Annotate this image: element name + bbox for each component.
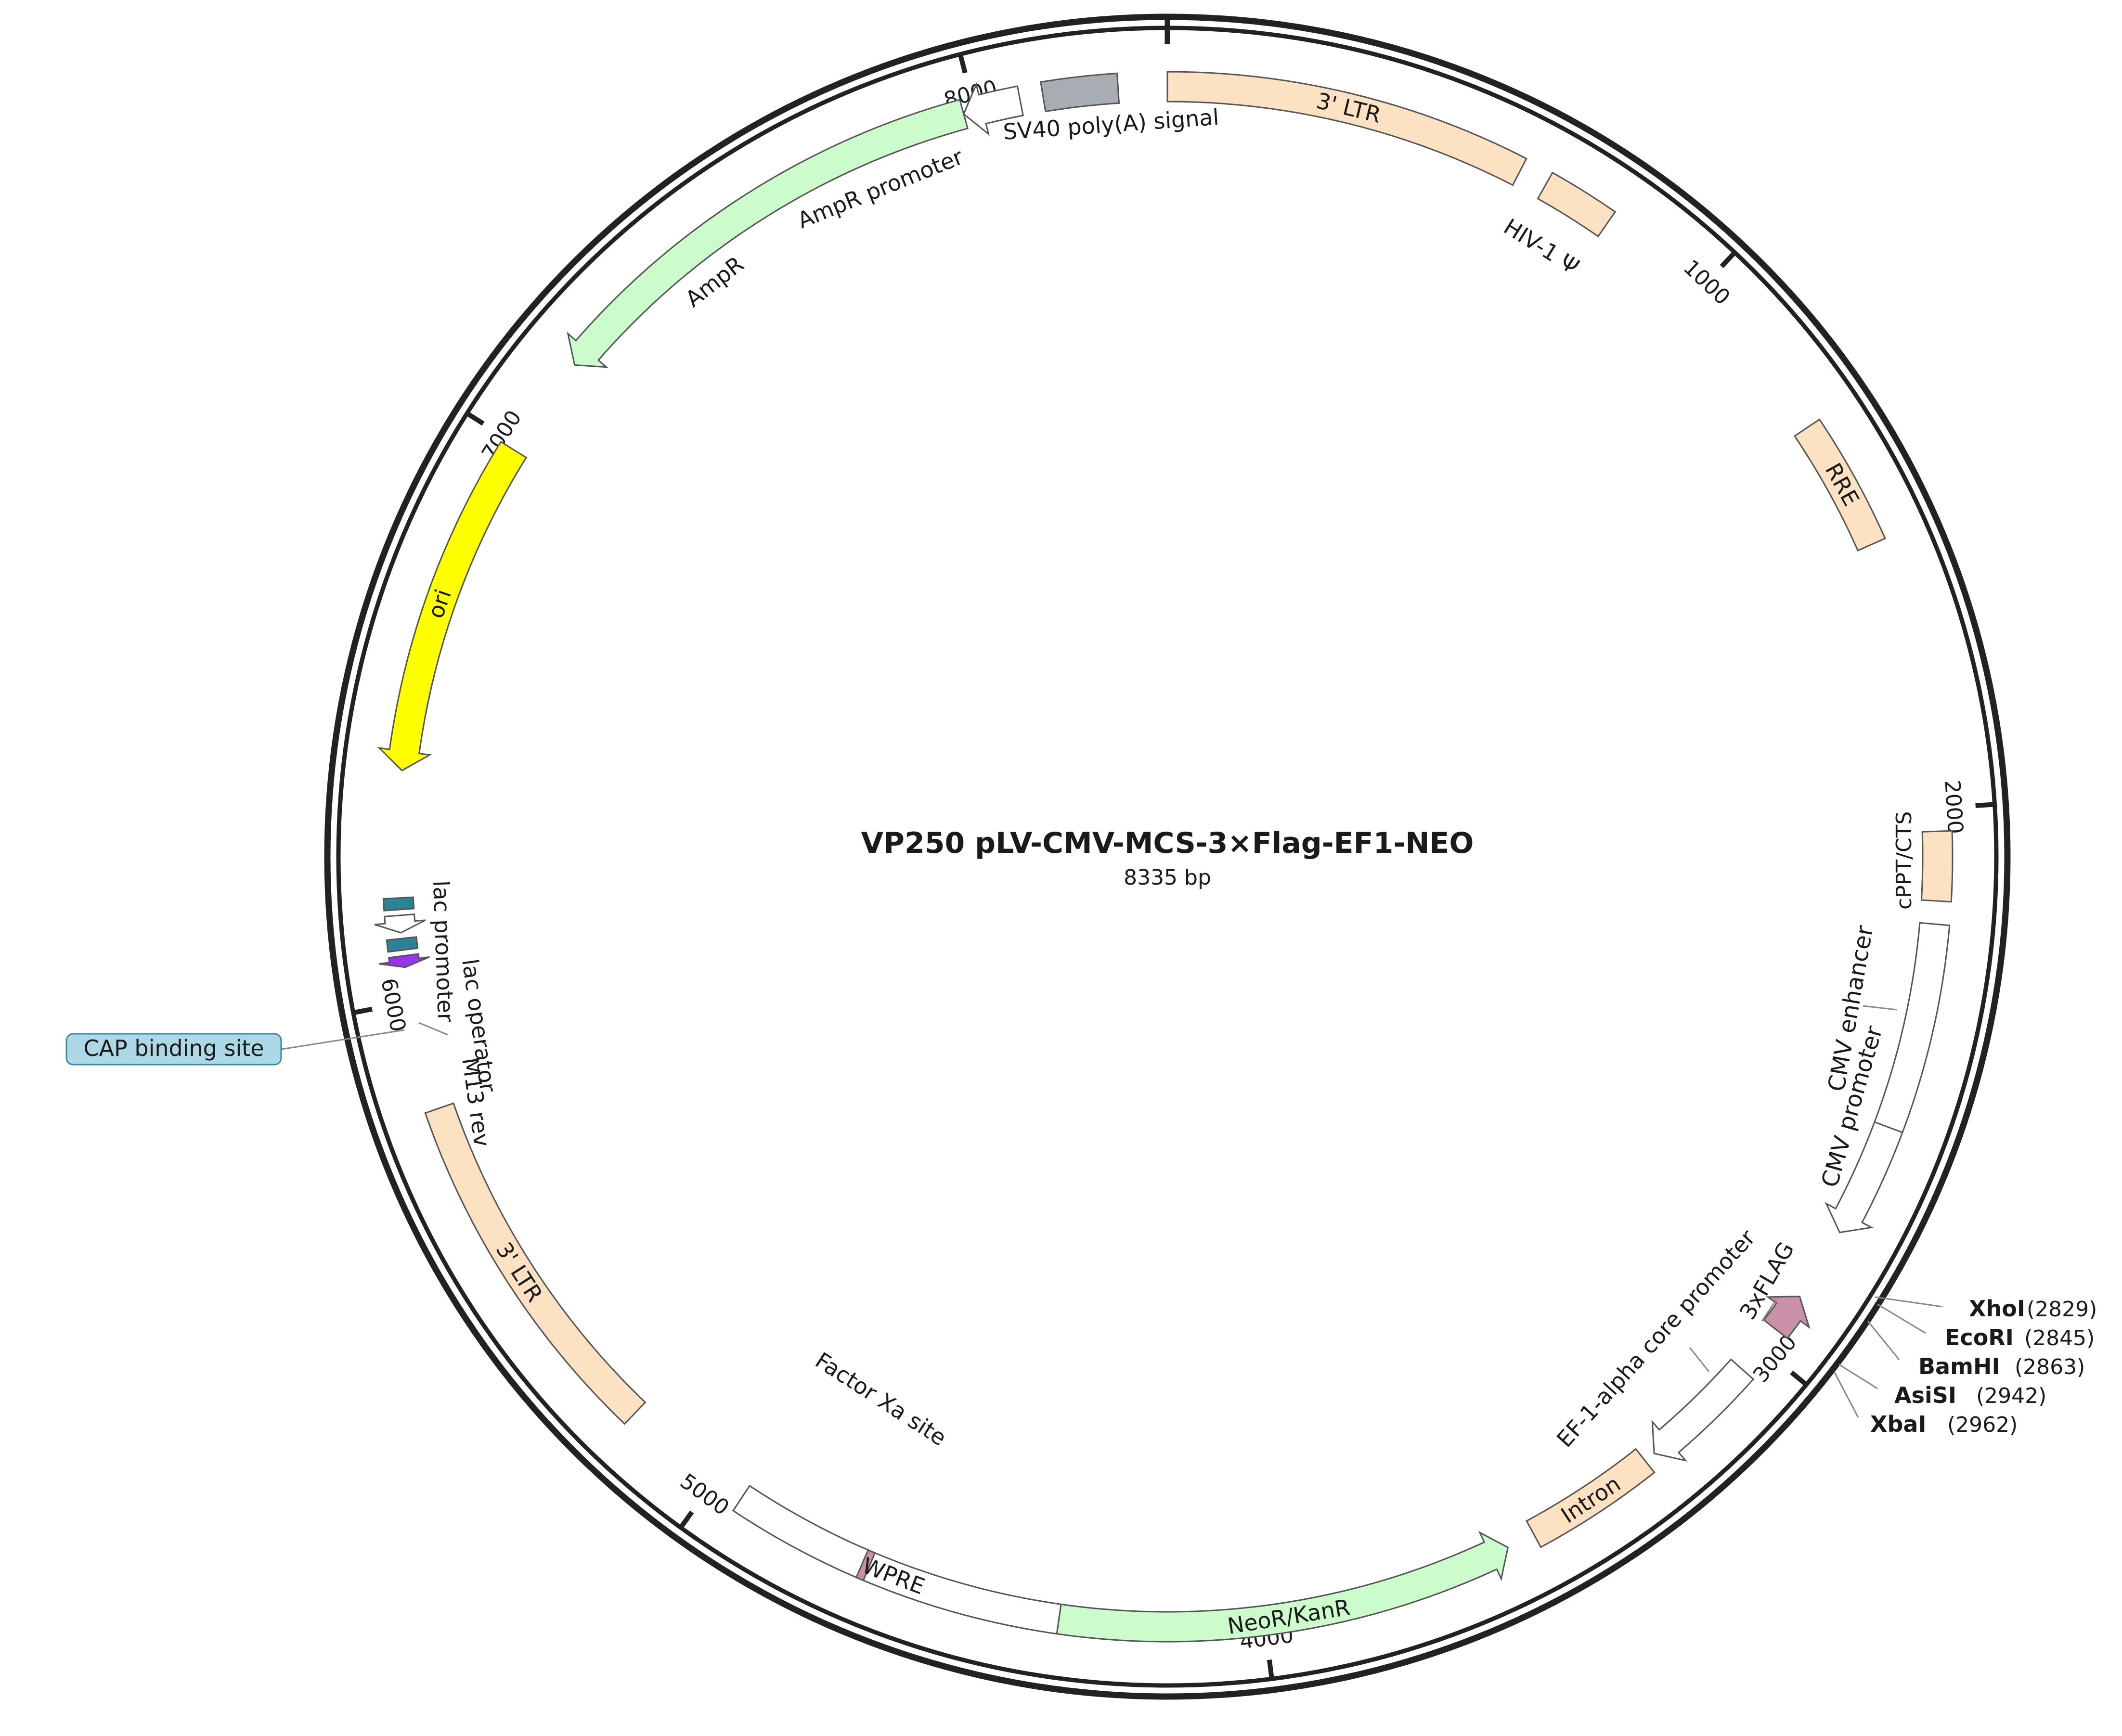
tick-8000	[958, 54, 968, 74]
label-cppt-cts: cPPT/CTS	[1892, 811, 1916, 910]
tick-3000	[1790, 1370, 1807, 1386]
tick-7000	[466, 411, 485, 426]
label-cap-binding-site: CAP binding site	[83, 1035, 264, 1061]
site-xbai-name: XbaI	[1870, 1411, 1927, 1437]
leader-cmv-enhancer	[1863, 1005, 1897, 1011]
leader-ef1-alpha	[1689, 1347, 1710, 1372]
tick-label-2000: 2000	[1940, 779, 1967, 835]
feature-factor-xa-site-11	[855, 1549, 876, 1582]
label-factor-xa: Factor Xa site	[811, 1347, 951, 1451]
feature-lac-operator-14	[386, 936, 419, 953]
feature-lac-promoter-15	[374, 913, 426, 934]
tick-label-5000: 5000	[675, 1469, 734, 1520]
restriction-sites: XhoI (2829) EcoRI (2845) BamHI (2863) As…	[1833, 1296, 2097, 1437]
feature-rre-2	[1793, 418, 1886, 552]
site-bamhi: BamHI (2863)	[1918, 1353, 2085, 1379]
site-xhoi-name: XhoI	[1969, 1296, 2025, 1322]
leader-lac-promoter	[418, 1022, 448, 1036]
site-asisi-position: (2942)	[1976, 1384, 2046, 1408]
feature-3xflag-6	[1762, 1296, 1811, 1339]
site-bamhi-position: (2863)	[2015, 1355, 2085, 1379]
label-hiv1-psi: HIV-1 Ψ	[1499, 214, 1584, 280]
plasmid-size: 8335 bp	[1124, 865, 1211, 890]
label-ef1-alpha: EF-1-alpha core promoter	[1552, 1224, 1760, 1452]
site-xbai-position: (2962)	[1947, 1413, 2018, 1437]
tick-label-3000: 3000	[1748, 1330, 1802, 1388]
site-xhoi-position: (2829)	[2027, 1297, 2097, 1322]
site-xbai: XbaI (2962)	[1870, 1411, 2018, 1437]
feature-ampr-promoter-19	[963, 82, 1024, 136]
feature-neor-kanr-9	[1056, 1530, 1509, 1643]
features	[374, 71, 1954, 1643]
tick-label-6000: 6000	[376, 977, 410, 1034]
feature-cmv-promoter-5	[1824, 1121, 1903, 1234]
feature-sv40-poly-a-signal-20	[1040, 72, 1120, 113]
feature-intron-8	[1526, 1448, 1656, 1548]
label-sv40-polya: SV40 poly(A) signal	[1002, 104, 1220, 145]
feature-3-ltr-0	[1166, 71, 1527, 186]
site-asisi: AsiSI (2942)	[1894, 1382, 2046, 1408]
cap-binding-site-callout: CAP binding site	[65, 1029, 405, 1066]
feature-wpre-10	[732, 1485, 1062, 1635]
site-asisi-name: AsiSI	[1894, 1382, 1956, 1408]
feature-hiv-1-1	[1537, 171, 1617, 238]
feature-ampr-18	[567, 99, 969, 368]
feature-ef-1-alpha-core-promoter-7	[1651, 1358, 1755, 1462]
site-xhoi: XhoI (2829)	[1969, 1296, 2097, 1322]
feature-3-ltr-12	[424, 1102, 647, 1425]
leader-3xflag	[1761, 1299, 1777, 1322]
feature-cppt-cts-3	[1920, 830, 1954, 903]
plasmid-title: VP250 pLV-CMV-MCS-3×Flag-EF1-NEO	[861, 826, 1474, 860]
feature-cmv-enhancer-4	[1874, 922, 1951, 1133]
tick-1000	[1720, 251, 1736, 269]
plasmid-backbone	[324, 13, 2011, 1700]
site-ecori: EcoRI (2845)	[1945, 1325, 2095, 1350]
tick-4000	[1267, 1659, 1274, 1678]
tick-5000	[679, 1510, 694, 1529]
feature-ori-17	[377, 440, 528, 772]
site-bamhi-name: BamHI	[1918, 1353, 2000, 1379]
site-ecori-position: (2845)	[2024, 1326, 2095, 1350]
feature-cap-binding-site-16	[382, 896, 415, 912]
site-ecori-name: EcoRI	[1945, 1325, 2014, 1350]
label-lac-promoter: lac promoter	[428, 880, 459, 1022]
feature-m13-rev-13	[378, 953, 430, 968]
tick-6000	[353, 1006, 373, 1015]
tick-2000	[1975, 802, 1994, 808]
